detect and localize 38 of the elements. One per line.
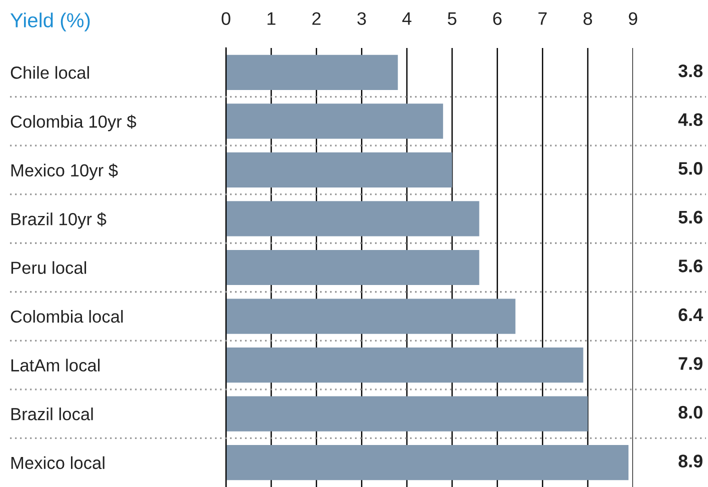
x-tick-label: 2	[312, 12, 321, 25]
y-tick-label: LatAm local	[11, 358, 100, 372]
bar	[226, 104, 444, 139]
y-tick-label: Mexico local	[11, 456, 104, 470]
bar	[226, 152, 452, 188]
data-label: 8.9	[678, 454, 702, 468]
bar	[226, 201, 480, 236]
bar	[226, 396, 588, 432]
x-tick-label: 0	[222, 12, 230, 25]
bar	[226, 250, 480, 286]
bar	[226, 347, 584, 383]
data-label: 7.9	[678, 357, 702, 370]
bar	[226, 298, 516, 334]
x-tick-label: 8	[584, 12, 592, 25]
x-tick-label: 3	[357, 12, 366, 25]
data-label: 5.6	[678, 260, 702, 272]
y-tick-label: Mexico 10yr $	[11, 164, 118, 180]
x-tick-label: 9	[628, 12, 638, 25]
text: Yield (%)	[10, 12, 90, 32]
data-label: 6.4	[678, 308, 704, 322]
y-tick-label: Chile local	[10, 66, 89, 79]
bar	[226, 445, 628, 480]
x-tick-label: 6	[493, 12, 502, 25]
y-tick-label: Peru local	[11, 261, 86, 274]
data-label: 5.0	[678, 162, 702, 175]
x-tick-label: 1	[268, 12, 276, 25]
x-tick-label: 5	[448, 12, 456, 25]
y-tick-label: Colombia 10yr $	[10, 114, 136, 132]
x-tick-label: 7	[538, 12, 547, 25]
x-tick-label: 4	[402, 12, 412, 25]
data-label: 4.8	[678, 113, 703, 126]
y-tick-label: Brazil 10yr $	[11, 212, 106, 229]
bar	[226, 54, 398, 90]
y-tick-label: Brazil local	[11, 408, 93, 420]
data-label: 3.8	[678, 64, 703, 78]
data-label: 8.0	[678, 406, 702, 419]
data-label: 5.6	[678, 210, 702, 224]
y-tick-label: Colombia local	[10, 310, 123, 323]
